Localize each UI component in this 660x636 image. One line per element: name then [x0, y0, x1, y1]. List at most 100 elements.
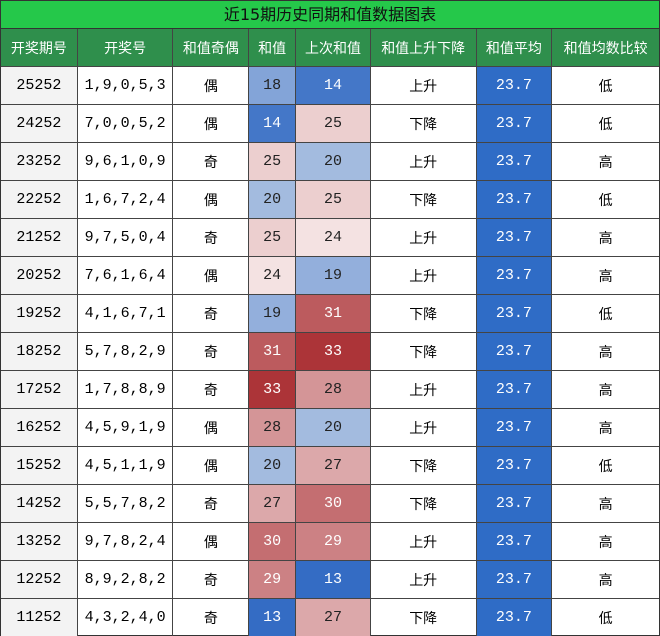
cell: 上升	[371, 409, 477, 446]
data-row: 20252 7,6,1,6,4 偶 24 19 上升 23.7 高	[1, 257, 659, 295]
cell: 20252	[1, 257, 78, 294]
cell: 23.7	[476, 485, 553, 522]
cell: 23252	[1, 143, 78, 180]
data-row: 16252 4,5,9,1,9 偶 28 20 上升 23.7 高	[1, 409, 659, 447]
cell: 偶	[173, 105, 250, 142]
cell: 28	[249, 409, 297, 446]
cell: 20	[296, 409, 371, 446]
data-row: 23252 9,6,1,0,9 奇 25 20 上升 23.7 高	[1, 143, 659, 181]
cell: 低	[598, 610, 613, 627]
cell: 5,5,7,8,2	[78, 485, 174, 522]
cell: 偶	[173, 67, 250, 104]
data-row: 14252 5,5,7,8,2 奇 27 30 下降 23.7 高	[1, 485, 659, 523]
cell: 23.7	[476, 181, 553, 218]
cell: 22252	[1, 181, 78, 218]
cell: 19	[296, 257, 371, 294]
cell: 上升	[371, 523, 477, 560]
cell: 低	[598, 458, 613, 475]
cell: 4,1,6,7,1	[78, 295, 174, 332]
data-row: 25252 1,9,0,5,3 偶 18 14 上升 23.7 低	[1, 67, 659, 105]
header-cell: 开奖期号	[1, 29, 78, 66]
data-row: 22252 1,6,7,2,4 偶 20 25 下降 23.7 低	[1, 181, 659, 219]
cell: 低	[598, 116, 613, 133]
cell: 30	[249, 523, 297, 560]
data-row: 15252 4,5,1,1,9 偶 20 27 下降 23.7 低	[1, 447, 659, 485]
cell: 23.7	[476, 67, 553, 104]
cell: 奇	[173, 333, 250, 370]
header-cell: 上次和值	[296, 29, 371, 66]
cell: 奇	[173, 219, 250, 256]
cell: 1,6,7,2,4	[78, 181, 174, 218]
header-cell: 和值均数比较	[563, 40, 648, 57]
cell: 上升	[371, 143, 477, 180]
cell: 23.7	[476, 333, 553, 370]
cell: 23.7	[476, 257, 553, 294]
cell: 高	[598, 572, 613, 589]
cell: 23.7	[476, 409, 553, 446]
cell: 奇	[173, 561, 250, 598]
data-row: 19252 4,1,6,7,1 奇 19 31 下降 23.7 低	[1, 295, 659, 333]
cell: 31	[249, 333, 297, 370]
cell: 20	[249, 447, 297, 484]
cell: 16252	[1, 409, 78, 446]
cell: 23.7	[476, 561, 553, 598]
cell: 19	[249, 295, 297, 332]
cell: 33	[296, 333, 371, 370]
cell: 15252	[1, 447, 78, 484]
cell: 上升	[371, 67, 477, 104]
cell: 25252	[1, 67, 78, 104]
cell: 11252	[1, 599, 78, 636]
cell: 奇	[173, 371, 250, 408]
cell: 7,6,1,6,4	[78, 257, 174, 294]
data-row: 12252 8,9,2,8,2 奇 29 13 上升 23.7 高	[1, 561, 659, 599]
cell: 奇	[173, 295, 250, 332]
cell: 13	[296, 561, 371, 598]
table: 开奖期号 开奖号 和值奇偶 和值 上次和值 和值上升下降 和值平均 和值均数比较 25252 1,…	[1, 29, 659, 636]
cell: 18	[249, 67, 297, 104]
cell: 上升	[371, 219, 477, 256]
cell: 25	[249, 143, 297, 180]
cell: 23.7	[476, 105, 553, 142]
cell: 奇	[173, 599, 250, 636]
cell: 5,7,8,2,9	[78, 333, 174, 370]
cell: 偶	[173, 447, 250, 484]
data-row: 11252 4,3,2,4,0 奇 13 27 下降 23.7 低	[1, 599, 659, 636]
cell: 24	[296, 219, 371, 256]
cell: 27	[249, 485, 297, 522]
cell: 17252	[1, 371, 78, 408]
cell: 25	[249, 219, 297, 256]
cell: 偶	[173, 409, 250, 446]
cell: 偶	[173, 181, 250, 218]
cell: 4,5,9,1,9	[78, 409, 174, 446]
header-cell: 和值上升下降	[371, 29, 477, 66]
cell: 1,7,8,8,9	[78, 371, 174, 408]
cell: 高	[598, 344, 613, 361]
cell: 4,3,2,4,0	[78, 599, 174, 636]
header-cell: 开奖号	[78, 29, 174, 66]
cell: 14	[249, 105, 297, 142]
cell: 13252	[1, 523, 78, 560]
cell: 23.7	[476, 523, 553, 560]
cell: 8,9,2,8,2	[78, 561, 174, 598]
cell: 30	[296, 485, 371, 522]
cell: 低	[598, 78, 613, 95]
cell: 33	[249, 371, 297, 408]
header-cell: 和值奇偶	[173, 29, 250, 66]
cell: 高	[598, 382, 613, 399]
cell: 低	[598, 306, 613, 323]
data-row: 17252 1,7,8,8,9 奇 33 28 上升 23.7 高	[1, 371, 659, 409]
data-row: 24252 7,0,0,5,2 偶 14 25 下降 23.7 低	[1, 105, 659, 143]
cell: 高	[598, 268, 613, 285]
cell: 29	[296, 523, 371, 560]
cell: 25	[296, 181, 371, 218]
cell: 奇	[173, 143, 250, 180]
cell: 偶	[173, 257, 250, 294]
header-row: 开奖期号 开奖号 和值奇偶 和值 上次和值 和值上升下降 和值平均 和值均数比较	[1, 29, 659, 67]
cell: 23.7	[476, 599, 553, 636]
cell: 下降	[371, 333, 477, 370]
cell: 下降	[371, 295, 477, 332]
cell: 14	[296, 67, 371, 104]
data-row: 18252 5,7,8,2,9 奇 31 33 下降 23.7 高	[1, 333, 659, 371]
title: 近15期历史同期和值数据图表	[1, 1, 659, 29]
